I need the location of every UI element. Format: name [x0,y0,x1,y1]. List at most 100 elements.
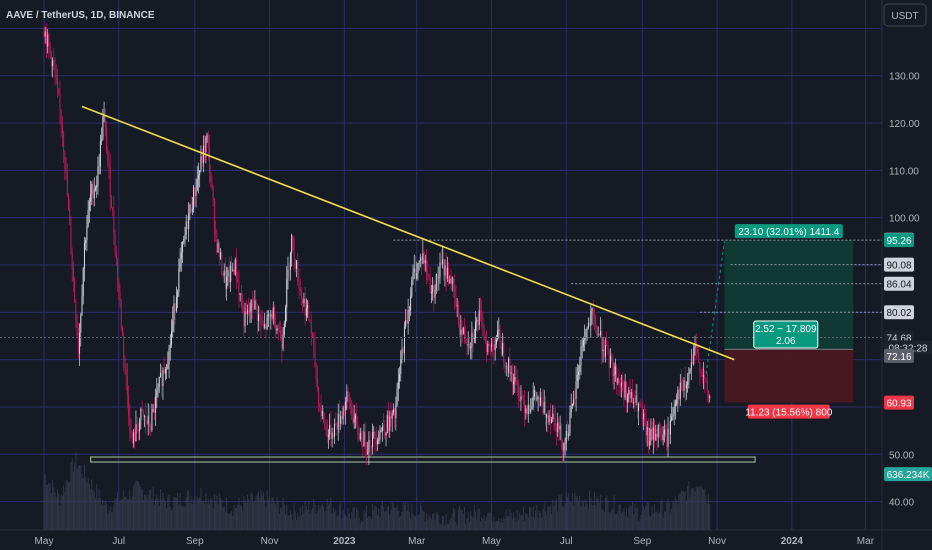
volume-bar [479,521,481,530]
candle-body [460,329,462,335]
profit-label: 23.10 (32.01%) 1411.4 [734,224,843,239]
candle-body [120,304,122,328]
volume-bar [410,518,412,530]
volume-bar [45,485,47,530]
candle-body [158,376,160,387]
volume-bar [413,515,415,530]
volume-bar [337,515,339,530]
candle-body [685,384,687,388]
y-tick-label-1: 120.00 [889,119,920,130]
candle-body [82,268,84,297]
volume-bar [673,502,675,530]
currency-button-frame[interactable] [883,3,927,27]
loss-zone[interactable] [724,349,854,403]
volume-bar [71,458,73,530]
volume-bar [421,506,423,530]
candle-body [47,34,49,47]
candle-body [327,434,329,438]
candle-body [526,408,528,414]
candle-body [167,364,169,369]
volume-bar [699,486,701,530]
candle-body [495,340,497,345]
volume-bar [601,509,603,530]
volume-bar [273,502,275,530]
candle-body [140,408,142,421]
volume-bar [390,509,392,530]
candle-body [233,269,235,275]
volume-bar [148,490,150,530]
volume-bar [270,503,272,530]
candle-body [430,292,432,294]
candle-body [353,418,355,423]
volume-bar [388,506,390,530]
volume-bar [476,519,478,530]
volume-bar [260,489,262,530]
volume-bar [662,517,664,530]
candle-body [340,415,342,424]
volume-bar [676,500,678,530]
currency-button-label[interactable]: USDT [891,11,918,22]
support-rectangle[interactable] [89,456,756,463]
candle-body [422,253,424,264]
candle-body [379,432,381,440]
volume-bar [188,490,190,530]
x-tick-label-11: Mar [857,536,875,547]
volume-bar [562,507,564,530]
candle-body [620,382,622,387]
candle-body [457,305,459,324]
volume-bar [571,493,573,530]
candle-body [578,372,580,375]
candle-body [357,423,359,435]
volume-bar [316,511,318,530]
candle-body [88,201,90,210]
candle-body [343,407,345,411]
support-zone[interactable] [89,456,756,463]
candle-body [581,345,583,347]
volume-bar [690,488,692,530]
candle-body [597,333,599,335]
volume-bar [457,509,459,530]
profit-label-text-0: 23.10 (32.01%) 1411.4 [738,227,839,238]
candle-body [433,285,435,298]
volume-bar [113,504,115,530]
candle-body [296,260,298,269]
volume-bar [94,498,96,530]
volume-bar [633,514,635,530]
candle-body [292,235,294,240]
volume-bar [194,495,196,530]
volume-bar [593,492,595,530]
volume-bar [547,506,549,530]
volume-bar [554,500,556,530]
volume-bar [283,504,285,530]
candle-body [435,273,437,291]
trendline[interactable] [81,105,735,361]
volume-bar [81,474,83,530]
candle-body [471,333,473,347]
volume-bar [266,490,268,530]
volume-bar [182,507,184,530]
volume-bar [477,509,479,530]
volume-bar [574,492,576,530]
currency-button[interactable]: USDT [883,3,927,27]
volume-bar [201,500,203,530]
candle-body [342,407,344,420]
volume-bar [592,505,594,530]
candle-body [558,422,560,430]
candle-body [157,386,159,391]
volume-bar [402,501,404,530]
trendline-segment[interactable] [81,105,735,361]
volume-bar [351,511,353,530]
volume-bar [608,512,610,530]
candle-body [576,374,578,382]
candle-body [647,426,649,446]
candle-body [44,31,46,37]
candle-body [541,397,543,403]
volume-bar [486,517,488,530]
candle-body [553,413,555,419]
candle-body [494,344,496,351]
volume-bar [226,497,228,530]
volume-bar [199,497,201,530]
volume-bar [85,476,87,530]
candle-body [389,415,391,431]
